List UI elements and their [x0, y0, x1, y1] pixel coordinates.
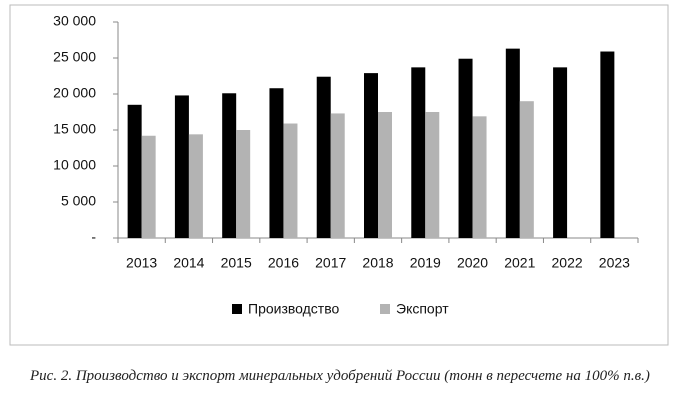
bar: [378, 112, 392, 238]
x-tick-label: 2017: [315, 255, 346, 271]
x-tick-label: 2014: [173, 255, 204, 271]
bar: [600, 51, 615, 238]
bar: [458, 58, 473, 238]
legend-label: Экспорт: [396, 301, 449, 317]
bar: [141, 135, 156, 238]
bar: [425, 112, 440, 238]
x-tick-label: 2018: [362, 255, 393, 271]
bar: [283, 123, 298, 238]
x-tick-label: 2013: [126, 255, 157, 271]
bar: [519, 101, 534, 238]
y-tick-label: 25 000: [53, 49, 96, 65]
x-tick-label: 2015: [221, 255, 252, 271]
y-tick-label: 30 000: [53, 13, 96, 29]
bar: [269, 88, 284, 239]
bar: [222, 93, 237, 238]
bar: [316, 76, 331, 238]
x-tick-label: 2019: [410, 255, 441, 271]
y-tick-label: 20 000: [53, 85, 96, 101]
chart-frame: [9, 4, 669, 346]
bar: [174, 95, 189, 238]
bar: [411, 67, 426, 238]
bar: [127, 104, 142, 238]
chart: - 5 000 10 000 15 000 20 000 25 000 30 000 2013…: [9, 4, 669, 346]
legend-swatch: [232, 304, 242, 314]
y-tick-label: 15 000: [53, 121, 96, 137]
y-tick-label: 10 000: [53, 157, 96, 173]
y-tick-label: -: [91, 229, 96, 245]
bar: [364, 73, 378, 239]
bar: [505, 48, 520, 238]
x-tick-label: 2021: [504, 255, 535, 271]
bar: [553, 67, 568, 238]
bar: [188, 134, 203, 238]
y-tick-label: 5 000: [61, 193, 96, 209]
legend-label: Производство: [248, 301, 339, 317]
caption: Рис. 2. Производство и экспорт минеральн…: [30, 368, 650, 384]
x-tick-label: 2020: [457, 255, 488, 271]
bar: [330, 113, 345, 238]
bar: [472, 116, 487, 238]
x-tick-label: 2022: [552, 255, 583, 271]
x-tick-label: 2023: [599, 255, 630, 271]
bar: [236, 130, 251, 238]
legend-swatch: [380, 304, 390, 314]
x-tick-label: 2016: [268, 255, 299, 271]
